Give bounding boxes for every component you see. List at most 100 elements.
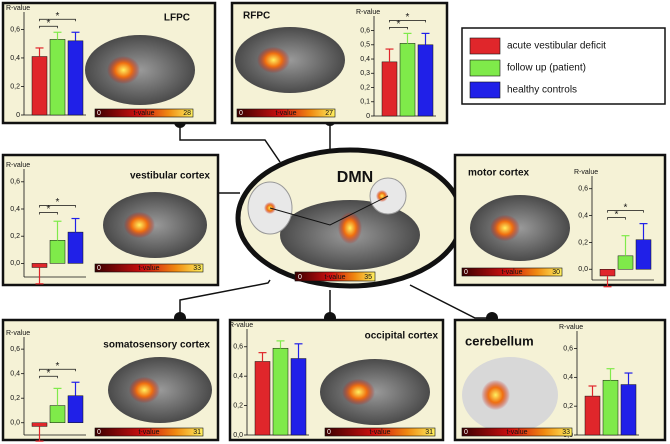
colorbar-label: t-value (133, 110, 154, 117)
significance-star: * (56, 361, 60, 372)
y-tick-label: 0,6 (10, 179, 20, 186)
center-panel: DMN 0 t-value 35 (235, 147, 465, 289)
y-tick-label: 0,6 (10, 346, 20, 353)
colorbar-tick: 0 (464, 429, 468, 436)
legend-swatch (469, 81, 501, 99)
y-axis-label: R-value (574, 169, 598, 176)
colorbar-label: t-value (275, 110, 296, 117)
colorbar-tick: 0 (298, 274, 302, 281)
colorbar (94, 263, 204, 273)
brain-image (108, 357, 212, 423)
activation (257, 46, 290, 74)
colorbar (294, 271, 376, 282)
y-axis-label: R-value (6, 330, 30, 337)
colorbar-tick: 33 (193, 265, 201, 272)
y-tick-label: 0,4 (563, 374, 573, 381)
colorbar-label: t-value (324, 274, 345, 281)
bar (272, 347, 289, 436)
significance-bracket (39, 205, 76, 208)
y-tick-label: 0,4 (360, 56, 370, 63)
colorbar-tick: 31 (193, 429, 201, 436)
colorbar-tick: 31 (425, 429, 433, 436)
colorbar-tick: 27 (325, 110, 333, 117)
y-tick-label: 0,2 (563, 403, 573, 410)
y-tick-label: 0,0 (10, 260, 20, 267)
significance-star: * (406, 12, 410, 23)
activation (342, 378, 375, 406)
bar (602, 379, 619, 436)
y-axis-label: R-value (229, 322, 253, 329)
colorbar (461, 427, 573, 437)
activation (123, 211, 155, 239)
colorbar-label: t-value (501, 269, 522, 276)
significance-star: * (56, 197, 60, 208)
bar (381, 61, 398, 117)
y-tick-label: 0,2 (233, 402, 243, 409)
significance-star: * (624, 202, 628, 213)
bar (31, 263, 48, 268)
bar (31, 56, 48, 116)
significance-bracket (39, 212, 58, 215)
y-tick-label: 0,2 (10, 233, 20, 240)
y-axis-label: R-value (6, 162, 30, 169)
significance-star: * (397, 19, 401, 30)
colorbar-tick: 35 (364, 274, 372, 281)
activation (481, 379, 510, 411)
legend-swatch (469, 59, 501, 77)
significance-bracket (39, 375, 58, 379)
significance-star: * (47, 204, 51, 215)
colorbar-tick: 0 (239, 110, 243, 117)
colorbar-label: t-value (506, 429, 527, 436)
y-tick-label: 0,4 (10, 371, 20, 378)
y-tick-label: 0,3 (360, 70, 370, 77)
colorbar-tick: 30 (552, 269, 560, 276)
bar (290, 358, 307, 436)
significance-bracket (39, 368, 76, 372)
colorbar-tick: 0 (97, 429, 101, 436)
y-tick-label: 0,6 (578, 186, 588, 193)
bar (49, 39, 66, 116)
significance-bracket (607, 217, 626, 220)
legend-label: acute vestibular deficit (507, 41, 606, 52)
panel-title: RFPC (243, 11, 270, 22)
colorbar-tick: 33 (562, 429, 570, 436)
significance-star: * (47, 368, 51, 379)
colorbar (94, 108, 194, 118)
panel-title: cerebellum (465, 333, 534, 348)
colorbar-tick: 0 (464, 269, 468, 276)
center-title: DMN (337, 169, 373, 186)
y-tick-label: 0,6 (360, 27, 370, 34)
bar (620, 384, 637, 436)
bar (254, 361, 271, 436)
colorbar-label: t-value (138, 265, 159, 272)
y-tick-label: 0,6 (563, 345, 573, 352)
y-tick-label: 0,0 (233, 432, 243, 439)
y-tick-label: 0,4 (578, 212, 588, 219)
y-tick-label: 0,2 (10, 395, 20, 402)
colorbar-tick: 0 (97, 265, 101, 272)
y-tick-label: 0,1 (360, 99, 370, 106)
y-tick-label: 0,2 (578, 239, 588, 246)
y-axis-label: R-value (6, 5, 30, 12)
y-tick-label: 0,2 (10, 83, 20, 90)
legend-swatch (469, 37, 501, 55)
y-tick-label: 0,4 (10, 55, 20, 62)
colorbar (461, 267, 563, 277)
legend-label: healthy controls (507, 85, 577, 96)
bar (49, 240, 66, 264)
bar (67, 231, 84, 264)
y-tick-label: 0,0 (578, 266, 588, 273)
significance-star: * (47, 18, 51, 29)
activation (490, 214, 520, 242)
bar (617, 255, 634, 270)
y-tick-label: 0,4 (10, 206, 20, 213)
y-tick-label: 0,5 (360, 42, 370, 49)
y-tick-label: 0,2 (360, 84, 370, 91)
y-axis-label: R-value (356, 9, 380, 16)
significance-bracket (389, 20, 426, 23)
bar (67, 395, 84, 423)
panel-title: somatosensory cortex (103, 340, 210, 351)
activation (128, 376, 160, 404)
colorbar (94, 427, 204, 437)
bar (584, 395, 601, 436)
